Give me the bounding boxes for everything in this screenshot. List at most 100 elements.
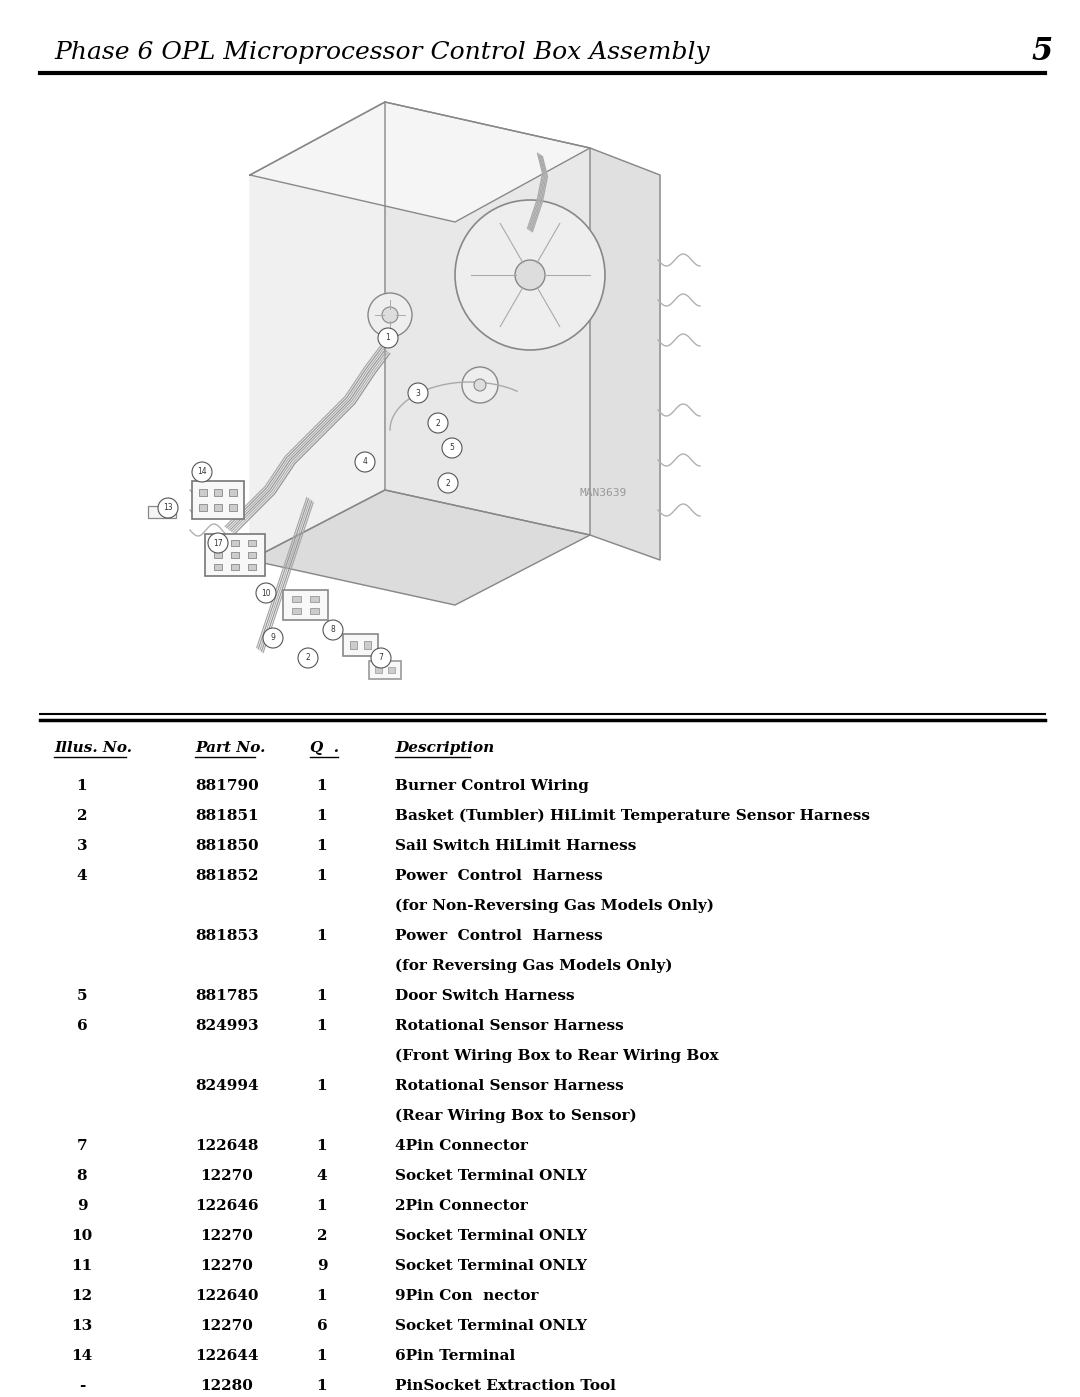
Text: 13: 13 bbox=[71, 1319, 93, 1333]
Text: 11: 11 bbox=[71, 1259, 93, 1273]
Text: 9: 9 bbox=[77, 1199, 87, 1213]
Text: 8: 8 bbox=[330, 626, 336, 634]
Text: 12270: 12270 bbox=[201, 1169, 254, 1183]
Circle shape bbox=[408, 383, 428, 402]
Text: 3: 3 bbox=[77, 840, 87, 854]
Text: (Rear Wiring Box to Sensor): (Rear Wiring Box to Sensor) bbox=[395, 1109, 637, 1123]
Text: Socket Terminal ONLY: Socket Terminal ONLY bbox=[395, 1229, 588, 1243]
Text: 5: 5 bbox=[449, 443, 455, 453]
FancyBboxPatch shape bbox=[205, 534, 265, 576]
Text: 12: 12 bbox=[71, 1289, 93, 1303]
Text: 1: 1 bbox=[316, 840, 327, 854]
Bar bbox=[231, 564, 240, 570]
Circle shape bbox=[264, 629, 283, 648]
Bar bbox=[231, 541, 240, 546]
Circle shape bbox=[372, 648, 391, 668]
Circle shape bbox=[256, 583, 276, 604]
Text: 122648: 122648 bbox=[195, 1139, 259, 1153]
Text: Phase 6 OPL Microprocessor Control Box Assembly: Phase 6 OPL Microprocessor Control Box A… bbox=[54, 41, 710, 63]
FancyBboxPatch shape bbox=[369, 661, 401, 679]
Text: 122640: 122640 bbox=[195, 1289, 259, 1303]
Circle shape bbox=[515, 260, 545, 291]
Text: Rotational Sensor Harness: Rotational Sensor Harness bbox=[395, 1078, 624, 1092]
Bar bbox=[247, 564, 256, 570]
Bar bbox=[310, 597, 319, 602]
Text: 122646: 122646 bbox=[195, 1199, 259, 1213]
Text: 9Pin Con  nector: 9Pin Con nector bbox=[395, 1289, 538, 1303]
Bar bbox=[350, 641, 356, 648]
Bar bbox=[200, 489, 207, 496]
Text: 881853: 881853 bbox=[195, 929, 259, 943]
Text: Door Switch Harness: Door Switch Harness bbox=[395, 989, 575, 1003]
Text: 2Pin Connector: 2Pin Connector bbox=[395, 1199, 528, 1213]
Text: 881785: 881785 bbox=[195, 989, 259, 1003]
Bar bbox=[229, 504, 237, 511]
Text: 14: 14 bbox=[71, 1350, 93, 1363]
Text: 8: 8 bbox=[77, 1169, 87, 1183]
Circle shape bbox=[208, 534, 228, 553]
Circle shape bbox=[378, 328, 399, 348]
Text: 6: 6 bbox=[316, 1319, 327, 1333]
Text: Power  Control  Harness: Power Control Harness bbox=[395, 869, 603, 883]
Bar bbox=[214, 564, 222, 570]
Text: 122644: 122644 bbox=[195, 1350, 259, 1363]
Text: 12270: 12270 bbox=[201, 1229, 254, 1243]
Text: 1: 1 bbox=[316, 1078, 327, 1092]
Text: 7: 7 bbox=[77, 1139, 87, 1153]
Text: 824994: 824994 bbox=[195, 1078, 259, 1092]
Text: 1: 1 bbox=[316, 1199, 327, 1213]
Bar bbox=[247, 552, 256, 557]
Circle shape bbox=[442, 439, 462, 458]
Circle shape bbox=[455, 200, 605, 351]
Text: 1: 1 bbox=[316, 989, 327, 1003]
Text: 1: 1 bbox=[316, 929, 327, 943]
Text: 9: 9 bbox=[271, 633, 275, 643]
Text: 2: 2 bbox=[316, 1229, 327, 1243]
Text: 12270: 12270 bbox=[201, 1259, 254, 1273]
Bar bbox=[214, 504, 221, 511]
Circle shape bbox=[438, 474, 458, 493]
Text: 4: 4 bbox=[316, 1169, 327, 1183]
Circle shape bbox=[428, 414, 448, 433]
Text: Rotational Sensor Harness: Rotational Sensor Harness bbox=[395, 1018, 624, 1032]
Bar bbox=[229, 489, 237, 496]
Text: 881852: 881852 bbox=[195, 869, 259, 883]
Text: Socket Terminal ONLY: Socket Terminal ONLY bbox=[395, 1319, 588, 1333]
Text: 3: 3 bbox=[416, 388, 420, 398]
Text: Description: Description bbox=[395, 740, 495, 754]
Text: Socket Terminal ONLY: Socket Terminal ONLY bbox=[395, 1169, 588, 1183]
Bar bbox=[214, 541, 222, 546]
Text: 6: 6 bbox=[77, 1018, 87, 1032]
Text: 5: 5 bbox=[1031, 36, 1053, 67]
Circle shape bbox=[323, 620, 343, 640]
FancyBboxPatch shape bbox=[148, 506, 176, 518]
Text: 14: 14 bbox=[198, 468, 206, 476]
Text: Illus. No.: Illus. No. bbox=[54, 740, 132, 754]
Circle shape bbox=[474, 379, 486, 391]
FancyBboxPatch shape bbox=[342, 634, 378, 657]
Bar bbox=[292, 597, 300, 602]
Text: 1: 1 bbox=[316, 1139, 327, 1153]
Text: 2: 2 bbox=[306, 654, 310, 662]
Bar bbox=[388, 666, 394, 673]
Text: 6Pin Terminal: 6Pin Terminal bbox=[395, 1350, 515, 1363]
Text: 17: 17 bbox=[213, 538, 222, 548]
Text: 4: 4 bbox=[363, 457, 367, 467]
Text: 1: 1 bbox=[386, 334, 390, 342]
Text: 881850: 881850 bbox=[195, 840, 259, 854]
Text: Socket Terminal ONLY: Socket Terminal ONLY bbox=[395, 1259, 588, 1273]
Text: 2: 2 bbox=[446, 479, 450, 488]
Text: 2: 2 bbox=[77, 809, 87, 823]
Bar bbox=[376, 666, 382, 673]
Text: 9: 9 bbox=[316, 1259, 327, 1273]
Text: 1: 1 bbox=[316, 869, 327, 883]
Text: 1: 1 bbox=[316, 780, 327, 793]
Text: PinSocket Extraction Tool: PinSocket Extraction Tool bbox=[395, 1379, 616, 1393]
Text: 10: 10 bbox=[71, 1229, 93, 1243]
Bar bbox=[200, 504, 207, 511]
Bar bbox=[214, 489, 221, 496]
Bar bbox=[364, 641, 370, 648]
Text: 824993: 824993 bbox=[195, 1018, 259, 1032]
Text: -: - bbox=[79, 1379, 85, 1393]
Text: MAN3639: MAN3639 bbox=[580, 488, 627, 497]
